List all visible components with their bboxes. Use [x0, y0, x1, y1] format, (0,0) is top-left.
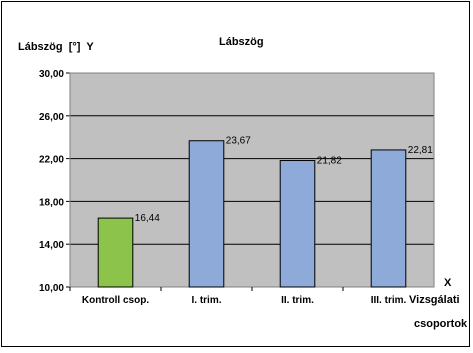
bar: [188, 140, 225, 288]
y-tick-label: 30,00: [39, 69, 64, 80]
y-tick-label: 26,00: [39, 112, 64, 123]
data-label: 23,67: [226, 136, 251, 147]
chart-frame: 16,44 23,67 21,82 22,81 10,00 14,00 18,00 22,0…: [1, 1, 470, 347]
x-category-label: I. trim.: [191, 295, 221, 306]
data-label: 21,82: [317, 156, 342, 167]
chart-title: Lábszög: [219, 36, 264, 48]
bar-chart: 16,44 23,67 21,82 22,81 10,00 14,00 18,00 22,0…: [18, 36, 468, 330]
y-tick-labels: 10,00 14,00 18,00 22,00 26,00 30,00: [39, 69, 64, 294]
y-tick-label: 10,00: [39, 283, 64, 294]
data-label: 22,81: [408, 145, 433, 156]
bar: [279, 160, 316, 288]
bars: [97, 140, 407, 288]
y-tick-label: 18,00: [39, 197, 64, 208]
x-axis-label-line1: Vizsgálati: [409, 294, 460, 306]
y-tick-label: 14,00: [39, 240, 64, 251]
x-category-label: III. trim.: [371, 295, 407, 306]
x-category-label: II. trim.: [281, 295, 314, 306]
bar: [97, 217, 134, 288]
y-tick-label: 22,00: [39, 155, 64, 166]
y-axis-label: Lábszög [°] Y: [18, 41, 94, 53]
x-axis-label-line2: csoportok: [414, 318, 468, 330]
data-label: 16,44: [135, 213, 160, 224]
bar: [370, 149, 407, 288]
x-category-label: Kontroll csop.: [82, 295, 149, 306]
x-axis-label: X: [444, 277, 452, 289]
data-labels: 16,44 23,67 21,82 22,81: [135, 136, 433, 224]
x-category-labels: Kontroll csop. I. trim. II. trim. III. trim…: [82, 295, 407, 306]
